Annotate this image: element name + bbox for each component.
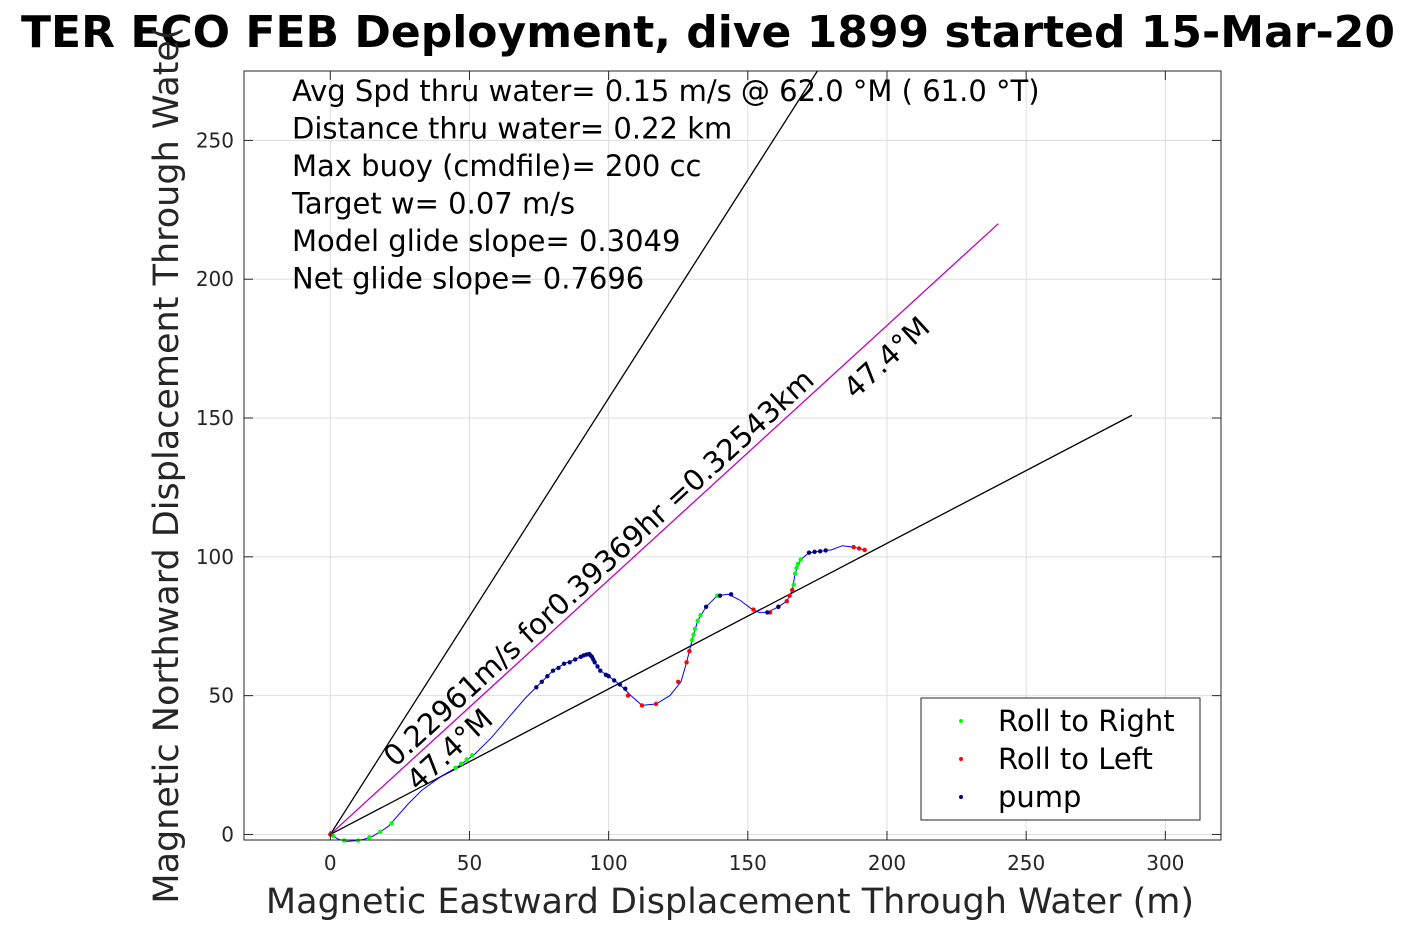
marker-roll-to-left [684,660,689,665]
marker-roll-to-left [676,679,681,684]
marker-pump [617,682,622,687]
marker-roll-to-left [653,701,659,707]
marker-roll-to-right [795,561,801,566]
marker-pump [728,592,734,597]
x-tick-label: 200 [868,851,906,875]
x-axis-label: Magnetic Eastward Displacement Through W… [266,882,1194,922]
marker-pump [550,668,556,673]
marker-pump [806,550,812,555]
x-tick-label: 300 [1146,851,1184,875]
marker-pump [717,593,723,598]
y-tick-label: 200 [196,267,234,291]
marker-pump [573,657,578,662]
marker-roll-to-left [856,546,862,551]
marker-roll-to-left [851,544,856,550]
legend-box [920,697,1201,821]
legend-label-roll-right: Roll to Right [998,704,1175,738]
y-tick-label: 150 [196,406,234,430]
marker-pump [567,660,572,665]
marker-pump [545,674,550,679]
marker-roll-to-right [458,761,464,766]
marker-pump [612,678,617,683]
marker-roll-to-left [784,599,789,604]
marker-pump [598,668,603,673]
marker-roll-to-right [378,829,383,834]
info-line: Distance thru water= 0.22 km [292,112,732,146]
reference-line [329,223,999,835]
y-tick-label: 250 [196,128,234,152]
marker-roll-to-left [790,587,795,593]
marker-pump [606,674,611,679]
y-tick-label: 0 [221,822,234,846]
x-tick-label: 100 [590,851,628,875]
marker-roll-to-left [687,649,692,654]
x-tick-label: 0 [324,851,337,875]
info-line: Avg Spd thru water= 0.15 m/s @ 62.0 °M (… [292,74,1040,108]
plot-frame [243,70,1222,841]
legend: Roll to Right Roll to Left pump [920,697,1201,821]
marker-roll-to-right [791,582,796,587]
info-line: Target w= 0.07 m/s [291,187,575,221]
marker-roll-to-right [470,753,475,758]
reference-line [329,414,1133,836]
reference-line [329,70,818,835]
x-tick-label: 150 [729,851,767,875]
legend-label-roll-left: Roll to Left [998,742,1153,776]
marker-roll-to-right [798,557,803,562]
info-line: Net glide slope= 0.7696 [292,262,644,296]
marker-roll-to-right [342,838,347,843]
info-line: Model glide slope= 0.3049 [292,224,680,258]
x-tick-label: 50 [457,851,482,875]
marker-pump [556,665,561,671]
marker-roll-to-right [453,765,458,770]
marker-roll-to-left [862,547,867,553]
chart-title: TER ECO FEB Deployment, dive 1899 starte… [21,7,1395,58]
x-tick-label: 250 [1007,851,1045,875]
marker-roll-to-right [355,838,361,843]
marker-pump [534,685,539,690]
marker-roll-to-right [689,637,695,643]
y-axis-label: Magnetic Northward Displacement Through … [147,26,187,903]
ticks: 0 50 100 150 200 250 300 0 50 100 150 200 250 [196,71,1221,875]
marker-roll-to-right [698,612,703,618]
legend-label-pump: pump [998,780,1081,814]
marker-roll-to-right [691,632,696,637]
legend-marker-pump [959,795,963,799]
marker-roll-to-right [695,618,700,623]
marker-roll-to-left [625,693,631,698]
legend-marker-roll-left [959,757,963,761]
legend-marker-roll-right [959,719,963,723]
info-line: Max buoy (cmdfile)= 200 cc [292,149,701,183]
marker-pump [595,664,600,669]
marker-pump [776,604,781,609]
reference-lines [329,70,1133,836]
marker-roll-to-right [794,565,799,571]
marker-pump [592,660,597,665]
marker-roll-to-left [751,607,756,612]
marker-pump [539,679,544,684]
y-tick-label: 100 [196,545,234,569]
marker-roll-to-left [639,703,645,708]
marker-pump [812,549,817,554]
info-box: Avg Spd thru water= 0.15 m/s @ 62.0 °M (… [291,74,1040,296]
marker-roll-to-right [464,757,469,762]
marker-pump [818,549,823,554]
marker-roll-to-right [692,626,698,632]
marker-pump [823,548,828,553]
marker-pump [561,661,567,666]
marker-roll-to-right [792,571,798,576]
marker-roll-to-right [367,835,372,840]
markers [328,544,867,843]
marker-pump [703,604,709,609]
marker-roll-to-left [787,593,792,598]
marker-pump [623,686,628,691]
y-tick-label: 50 [209,684,234,708]
marker-roll-to-right [389,821,394,826]
marker-pump [765,610,770,615]
